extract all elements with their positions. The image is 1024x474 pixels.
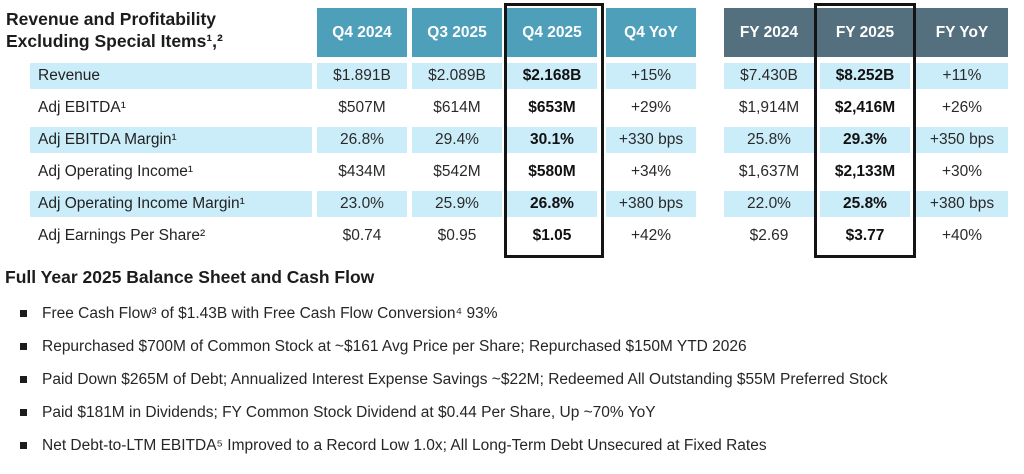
column-header-fy-yoy: FY YoY bbox=[935, 24, 989, 41]
cell-fy-yoy: +30% bbox=[941, 163, 983, 180]
cell-q4-2025: $1.05 bbox=[532, 227, 572, 244]
fy-header-group: FY 2024 FY 2025 FY YoY bbox=[724, 8, 1008, 57]
square-bullet-icon bbox=[20, 442, 27, 449]
cell-fy-2025: $3.77 bbox=[845, 227, 885, 244]
bullet-text: Repurchased $700M of Common Stock at ~$1… bbox=[42, 338, 747, 355]
cell-q4-yoy: +34% bbox=[630, 163, 672, 180]
column-header-fy-2025: FY 2025 bbox=[835, 24, 895, 41]
bullet-list: Free Cash Flow³ of $1.43B with Free Cash… bbox=[20, 304, 1020, 469]
square-bullet-icon bbox=[20, 409, 27, 416]
cell-q4-2024: $507M bbox=[338, 99, 386, 116]
cell-fy-yoy: +350 bps bbox=[916, 127, 1008, 153]
bullet-text: Paid $181M in Dividends; FY Common Stock… bbox=[42, 404, 656, 421]
cell-fy-2024: $1,637M bbox=[738, 163, 800, 180]
cell-q4-2025: $653M bbox=[528, 99, 576, 116]
table-row-adj-eps: Adj Earnings Per Share² $0.74 $0.95 $1.0… bbox=[0, 223, 1024, 249]
cell-q4-yoy: +330 bps bbox=[606, 127, 696, 153]
bullet-text: Free Cash Flow³ of $1.43B with Free Cash… bbox=[42, 305, 498, 322]
cell-fy-2025: 25.8% bbox=[820, 191, 910, 217]
cell-q4-2024: 26.8% bbox=[317, 127, 407, 153]
bullet-free-cash-flow: Free Cash Flow³ of $1.43B with Free Cash… bbox=[20, 304, 1020, 323]
cell-fy-yoy: +380 bps bbox=[916, 191, 1008, 217]
section-heading: Full Year 2025 Balance Sheet and Cash Fl… bbox=[5, 267, 375, 287]
bullet-dividends: Paid $181M in Dividends; FY Common Stock… bbox=[20, 403, 1020, 422]
cell-fy-2025: $8.252B bbox=[820, 63, 910, 89]
square-bullet-icon bbox=[20, 310, 27, 317]
cell-q3-2025: $614M bbox=[433, 99, 481, 116]
cell-q4-2024: $1.891B bbox=[317, 63, 407, 89]
cell-fy-2025: 29.3% bbox=[820, 127, 910, 153]
cell-q4-yoy: +29% bbox=[630, 99, 672, 116]
square-bullet-icon bbox=[20, 376, 27, 383]
cell-q4-2025: 26.8% bbox=[507, 191, 597, 217]
cell-q3-2025: 25.9% bbox=[412, 191, 502, 217]
row-label: Adj Operating Income Margin¹ bbox=[30, 191, 312, 217]
cell-fy-yoy: +11% bbox=[916, 63, 1008, 89]
cell-q4-yoy: +15% bbox=[606, 63, 696, 89]
column-header-q3-2025: Q3 2025 bbox=[412, 8, 502, 57]
cell-q4-2024: 23.0% bbox=[317, 191, 407, 217]
column-header-q4-2024: Q4 2024 bbox=[317, 8, 407, 57]
cell-fy-2024: 22.0% bbox=[724, 191, 814, 217]
bullet-net-debt: Net Debt-to-LTM EBITDA⁵ Improved to a Re… bbox=[20, 436, 1020, 455]
cell-q4-2025: 30.1% bbox=[507, 127, 597, 153]
row-label: Adj Earnings Per Share² bbox=[38, 227, 206, 244]
cell-fy-2024: 25.8% bbox=[724, 127, 814, 153]
table-row-adj-operating-income-margin: Adj Operating Income Margin¹ 23.0% 25.9%… bbox=[0, 191, 1024, 217]
table-row-adj-ebitda-margin: Adj EBITDA Margin¹ 26.8% 29.4% 30.1% +33… bbox=[0, 127, 1024, 153]
cell-fy-yoy: +26% bbox=[941, 99, 983, 116]
cell-q3-2025: 29.4% bbox=[412, 127, 502, 153]
cell-q4-2025: $580M bbox=[528, 163, 576, 180]
cell-fy-2025: $2,416M bbox=[834, 99, 896, 116]
slide-title-line1: Revenue and Profitability bbox=[6, 9, 217, 29]
row-label: Adj EBITDA Margin¹ bbox=[30, 127, 312, 153]
financial-table: Q4 2024 Q3 2025 Q4 2025 Q4 YoY FY 2024 F… bbox=[0, 8, 1024, 249]
column-header-q4-yoy: Q4 YoY bbox=[606, 8, 696, 57]
cell-fy-2024: $1,914M bbox=[738, 99, 800, 116]
table-row-adj-operating-income: Adj Operating Income¹ $434M $542M $580M … bbox=[0, 159, 1024, 185]
cell-q4-yoy: +42% bbox=[630, 227, 672, 244]
cell-q4-2024: $0.74 bbox=[342, 227, 382, 244]
cell-fy-2024: $7.430B bbox=[724, 63, 814, 89]
slide-title-line2: Excluding Special Items¹,² bbox=[6, 30, 223, 51]
column-header-fy-2024: FY 2024 bbox=[739, 24, 799, 41]
cell-q4-2025: $2.168B bbox=[507, 63, 597, 89]
table-row-adj-ebitda: Adj EBITDA¹ $507M $614M $653M +29% $1,91… bbox=[0, 95, 1024, 121]
row-label: Adj Operating Income¹ bbox=[38, 163, 194, 180]
bullet-share-repurchase: Repurchased $700M of Common Stock at ~$1… bbox=[20, 337, 1020, 356]
row-label: Adj EBITDA¹ bbox=[38, 99, 126, 116]
cell-q4-2024: $434M bbox=[338, 163, 386, 180]
square-bullet-icon bbox=[20, 343, 27, 350]
cell-fy-2024: $2.69 bbox=[749, 227, 789, 244]
bullet-text: Net Debt-to-LTM EBITDA⁵ Improved to a Re… bbox=[42, 437, 767, 454]
cell-fy-2025: $2,133M bbox=[834, 163, 896, 180]
cell-q3-2025: $542M bbox=[433, 163, 481, 180]
bullet-debt-paydown: Paid Down $265M of Debt; Annualized Inte… bbox=[20, 370, 1020, 389]
row-label: Revenue bbox=[30, 63, 312, 89]
cell-fy-yoy: +40% bbox=[941, 227, 983, 244]
cell-q3-2025: $2.089B bbox=[412, 63, 502, 89]
bullet-text: Paid Down $265M of Debt; Annualized Inte… bbox=[42, 371, 888, 388]
table-row-revenue: Revenue $1.891B $2.089B $2.168B +15% $7.… bbox=[0, 63, 1024, 89]
cell-q4-yoy: +380 bps bbox=[606, 191, 696, 217]
table-header-row: Q4 2024 Q3 2025 Q4 2025 Q4 YoY FY 2024 F… bbox=[0, 8, 1024, 57]
slide-title: Revenue and Profitability Excluding Spec… bbox=[6, 9, 223, 52]
cell-q3-2025: $0.95 bbox=[437, 227, 477, 244]
column-header-q4-2025: Q4 2025 bbox=[507, 8, 597, 57]
